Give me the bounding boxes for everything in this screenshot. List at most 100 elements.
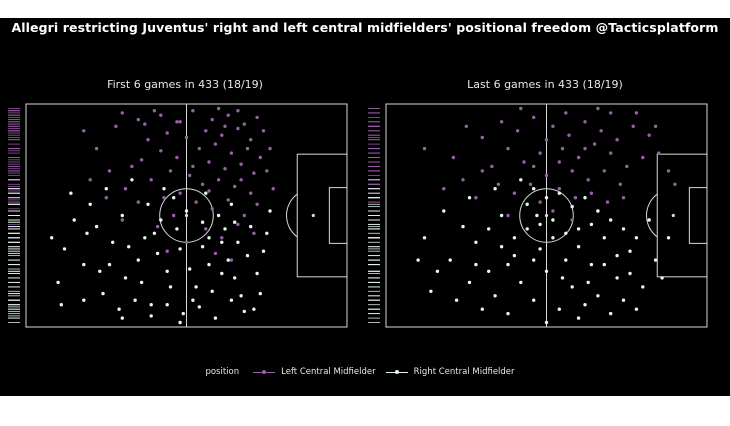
data-point-right-cm bbox=[621, 298, 626, 302]
data-point-left-cm bbox=[602, 169, 606, 173]
data-point-right-cm bbox=[165, 303, 169, 307]
data-point-right-cm bbox=[143, 236, 147, 240]
data-point-right-cm bbox=[200, 245, 205, 249]
data-point-left-cm bbox=[519, 106, 523, 111]
data-point-right-cm bbox=[544, 320, 549, 325]
data-point-right-cm bbox=[519, 280, 523, 285]
data-point-right-cm bbox=[551, 236, 555, 240]
legend-entry-right-cm: Right Central Midfielder bbox=[385, 367, 515, 377]
data-point-right-cm bbox=[435, 269, 440, 273]
data-point-right-cm bbox=[236, 240, 240, 244]
data-point-right-cm bbox=[499, 245, 504, 249]
data-point-left-cm bbox=[499, 120, 504, 124]
data-point-left-cm bbox=[210, 117, 214, 122]
data-point-left-cm bbox=[226, 113, 230, 117]
right-pitch-right-cm-points bbox=[416, 178, 671, 325]
data-point-right-cm bbox=[628, 271, 632, 276]
data-point-left-cm bbox=[480, 135, 484, 140]
data-point-right-cm bbox=[82, 262, 86, 267]
data-point-right-cm bbox=[474, 240, 478, 244]
data-point-left-cm bbox=[178, 120, 182, 124]
data-point-left-cm bbox=[461, 178, 465, 182]
data-point-left-cm bbox=[512, 191, 517, 195]
data-point-left-cm bbox=[149, 178, 153, 182]
data-point-right-cm bbox=[538, 222, 542, 227]
data-point-left-cm bbox=[172, 213, 176, 218]
legend: position Left Central Midfielder Right C… bbox=[0, 364, 730, 380]
left-pitch-goal-area bbox=[328, 187, 348, 244]
data-point-right-cm bbox=[544, 269, 549, 273]
data-point-right-cm bbox=[429, 289, 433, 293]
data-point-left-cm bbox=[480, 169, 484, 173]
data-point-left-cm bbox=[532, 164, 536, 169]
data-point-right-cm bbox=[184, 209, 189, 213]
data-point-left-cm bbox=[88, 178, 92, 182]
data-point-left-cm bbox=[532, 115, 536, 120]
data-point-left-cm bbox=[506, 213, 510, 218]
data-point-right-cm bbox=[615, 276, 619, 280]
data-point-left-cm bbox=[178, 191, 182, 195]
data-point-right-cm bbox=[220, 271, 224, 276]
data-point-right-cm bbox=[168, 285, 173, 289]
data-point-right-cm bbox=[197, 305, 201, 309]
data-point-left-cm bbox=[207, 160, 211, 164]
data-point-right-cm bbox=[628, 249, 632, 253]
data-point-right-cm bbox=[175, 227, 179, 231]
data-point-left-cm bbox=[618, 182, 622, 186]
data-point-left-cm bbox=[191, 109, 195, 113]
data-point-left-cm bbox=[94, 146, 99, 151]
data-point-left-cm bbox=[567, 133, 571, 137]
data-point-left-cm bbox=[657, 151, 661, 155]
data-point-right-cm bbox=[634, 307, 639, 311]
data-point-right-cm bbox=[207, 262, 211, 267]
data-point-right-cm bbox=[487, 269, 491, 273]
data-point-left-cm bbox=[522, 160, 526, 164]
data-point-left-cm bbox=[576, 155, 581, 160]
data-point-right-cm bbox=[454, 298, 459, 302]
data-point-left-cm bbox=[634, 111, 639, 115]
data-point-right-cm bbox=[653, 258, 658, 262]
data-point-left-cm bbox=[474, 196, 478, 200]
data-point-left-cm bbox=[197, 146, 201, 151]
data-point-left-cm bbox=[223, 167, 227, 171]
data-point-right-cm bbox=[50, 236, 54, 240]
data-point-right-cm bbox=[609, 311, 613, 316]
data-point-right-cm bbox=[602, 236, 606, 240]
data-point-left-cm bbox=[226, 198, 230, 202]
data-point-right-cm bbox=[474, 262, 478, 267]
data-point-left-cm bbox=[146, 138, 150, 142]
data-point-right-cm bbox=[570, 285, 574, 289]
data-point-left-cm bbox=[442, 187, 446, 191]
data-point-left-cm bbox=[236, 222, 240, 227]
data-point-left-cm bbox=[538, 151, 542, 155]
data-point-right-cm bbox=[62, 247, 67, 251]
data-point-right-cm bbox=[107, 262, 112, 267]
data-point-right-cm bbox=[149, 314, 153, 318]
data-point-left-cm bbox=[589, 191, 594, 195]
data-point-right-cm bbox=[596, 209, 600, 213]
data-point-left-cm bbox=[605, 200, 610, 204]
data-point-right-cm bbox=[532, 298, 536, 302]
data-point-right-cm bbox=[551, 218, 555, 222]
data-point-right-cm bbox=[111, 240, 115, 244]
data-point-right-cm bbox=[139, 280, 144, 285]
data-point-right-cm bbox=[576, 227, 581, 231]
left-pitch-subtitle: First 6 games in 433 (18/19) bbox=[107, 78, 263, 91]
data-point-left-cm bbox=[609, 111, 613, 115]
data-point-right-cm bbox=[448, 258, 452, 262]
data-point-right-cm bbox=[487, 227, 491, 231]
data-point-right-cm bbox=[564, 258, 568, 262]
data-point-left-cm bbox=[191, 164, 195, 169]
data-point-right-cm bbox=[165, 269, 169, 273]
data-point-left-cm bbox=[673, 182, 677, 186]
data-point-right-cm bbox=[586, 280, 590, 285]
data-point-right-cm bbox=[576, 316, 581, 320]
data-point-left-cm bbox=[621, 196, 626, 200]
data-point-left-cm bbox=[184, 135, 189, 140]
data-point-right-cm bbox=[506, 262, 510, 267]
data-point-right-cm bbox=[249, 224, 253, 229]
data-point-right-cm bbox=[226, 258, 230, 262]
data-point-left-cm bbox=[261, 129, 266, 133]
data-point-left-cm bbox=[188, 173, 192, 178]
data-point-left-cm bbox=[666, 169, 671, 173]
